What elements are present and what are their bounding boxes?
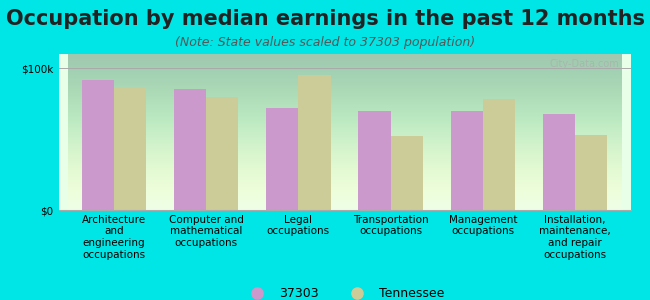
Bar [483, 99, 515, 210]
Bar [358, 111, 391, 210]
Bar [575, 135, 608, 210]
Text: City-Data.com: City-Data.com [549, 59, 619, 69]
Bar [174, 89, 206, 210]
Legend: 37303, Tennessee: 37303, Tennessee [239, 282, 450, 300]
Bar [391, 136, 423, 210]
Bar [81, 80, 114, 210]
Text: Occupation by median earnings in the past 12 months: Occupation by median earnings in the pas… [5, 9, 645, 29]
Bar [450, 111, 483, 210]
Bar [206, 97, 239, 210]
Text: (Note: State values scaled to 37303 population): (Note: State values scaled to 37303 popu… [175, 36, 475, 49]
Bar [266, 108, 298, 210]
Bar [114, 87, 146, 210]
Bar [543, 114, 575, 210]
Bar [298, 75, 331, 210]
